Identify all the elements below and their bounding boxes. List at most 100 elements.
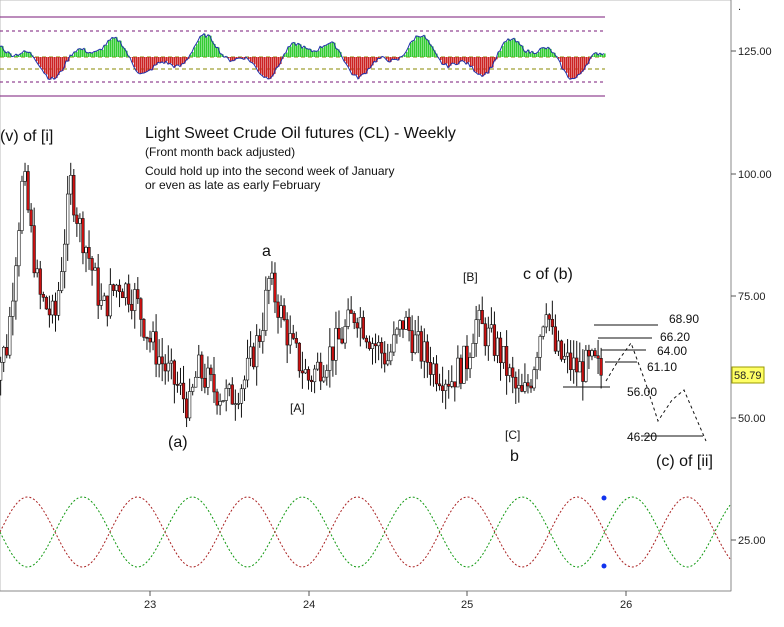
oscillator-bar: [214, 44, 216, 57]
candle-body: [398, 320, 402, 330]
oscillator-bar: [120, 40, 122, 57]
oscillator-bar: [582, 57, 584, 72]
candle-body: [96, 267, 100, 306]
oscillator-bar: [82, 49, 84, 57]
candle-body: [343, 326, 347, 344]
oscillator-bar: [426, 38, 428, 57]
candle-body: [456, 357, 460, 388]
oscillator-bar: [98, 50, 100, 57]
oscillator-bar: [452, 57, 454, 64]
oscillator-bar: [172, 57, 174, 66]
oscillator-bar: [544, 47, 546, 57]
oscillator-bar: [578, 57, 580, 75]
oscillator-bar: [552, 52, 554, 57]
candle-body: [215, 391, 219, 406]
candle-body: [130, 303, 134, 311]
oscillator-bar: [288, 46, 290, 57]
candle-body: [154, 331, 158, 365]
oscillator-bar: [156, 57, 158, 65]
oscillator-bar: [36, 57, 38, 62]
oscillator-bar: [274, 57, 276, 74]
candle-body: [163, 363, 167, 372]
oscillator-bar: [344, 57, 346, 62]
candle-body: [224, 388, 228, 401]
oscillator-bar: [276, 57, 278, 69]
oscillator-bar: [112, 37, 114, 57]
oscillator-bar: [476, 57, 478, 73]
oscillator-bar: [326, 45, 328, 57]
oscillator-bar: [54, 57, 56, 80]
candle-body: [450, 381, 454, 387]
oscillator-bar: [600, 53, 602, 57]
oscillator-bar: [302, 48, 304, 57]
candle-body: [29, 209, 33, 226]
candle-body: [285, 319, 289, 346]
oscillator-bar: [0, 46, 2, 57]
candle-body: [151, 331, 155, 343]
oscillator-bar: [92, 53, 94, 57]
oscillator-bar: [488, 57, 490, 74]
oscillator-bar: [266, 57, 268, 77]
candle-body: [114, 284, 119, 291]
candle-body: [322, 376, 326, 382]
candle-body: [550, 318, 554, 328]
candle-body: [316, 361, 320, 370]
oscillator-bar: [416, 35, 418, 57]
candle-body: [532, 369, 536, 389]
oscillator-bar: [2, 46, 4, 57]
chart-note: Could hold up into the second week of Ja…: [145, 164, 395, 178]
candle-body: [5, 347, 9, 356]
candle-body: [441, 385, 445, 391]
wave-label: b: [510, 448, 519, 465]
oscillator-bar: [232, 57, 234, 61]
oscillator-bar: [308, 49, 310, 57]
oscillator-bar: [290, 46, 292, 57]
oscillator-bar: [418, 36, 420, 57]
candle-body: [32, 225, 36, 274]
candle-body: [523, 382, 527, 392]
oscillator-bar: [130, 57, 132, 58]
oscillator-bar: [118, 41, 120, 57]
oscillator-bar: [330, 42, 332, 57]
candle-body: [255, 335, 259, 368]
candle-body: [221, 400, 225, 402]
candle-body: [309, 379, 314, 383]
candle-body: [17, 230, 21, 267]
oscillator-bar: [408, 47, 410, 57]
oscillator-bar: [324, 45, 326, 57]
oscillator-bar: [116, 37, 118, 57]
candle-body: [75, 214, 79, 224]
oscillator-bar: [414, 40, 416, 57]
oscillator-bar: [352, 57, 354, 75]
oscillator-bar: [420, 37, 422, 57]
oscillator-bar: [72, 55, 74, 57]
oscillator-bar: [358, 57, 360, 79]
candle-body: [239, 388, 244, 404]
oscillator-bar: [292, 42, 294, 57]
candle-body: [395, 328, 399, 336]
candle-body: [261, 330, 265, 342]
oscillator-bar: [254, 57, 256, 65]
oscillator-bar: [76, 51, 78, 57]
oscillator-bar: [444, 57, 446, 65]
oscillator-bar: [354, 57, 356, 75]
oscillator-bar: [24, 50, 26, 57]
candle-body: [419, 331, 423, 362]
oscillator-bar: [204, 33, 206, 57]
candle-body: [93, 267, 97, 271]
candle-body: [23, 171, 27, 182]
candle-body: [465, 345, 469, 370]
wave-label: c of (b): [523, 266, 573, 283]
candle-body: [373, 343, 378, 347]
candle-body: [279, 305, 283, 318]
candle-body: [529, 385, 533, 389]
candle-body: [535, 356, 539, 371]
candle-body: [337, 327, 341, 340]
x-tick-label: 23: [144, 599, 156, 611]
candle-body: [544, 314, 548, 328]
candle-body: [197, 354, 201, 378]
oscillator-bar: [78, 49, 80, 57]
candle-body: [410, 330, 414, 353]
oscillator-bar: [454, 57, 456, 64]
oscillator-bar: [270, 57, 272, 79]
